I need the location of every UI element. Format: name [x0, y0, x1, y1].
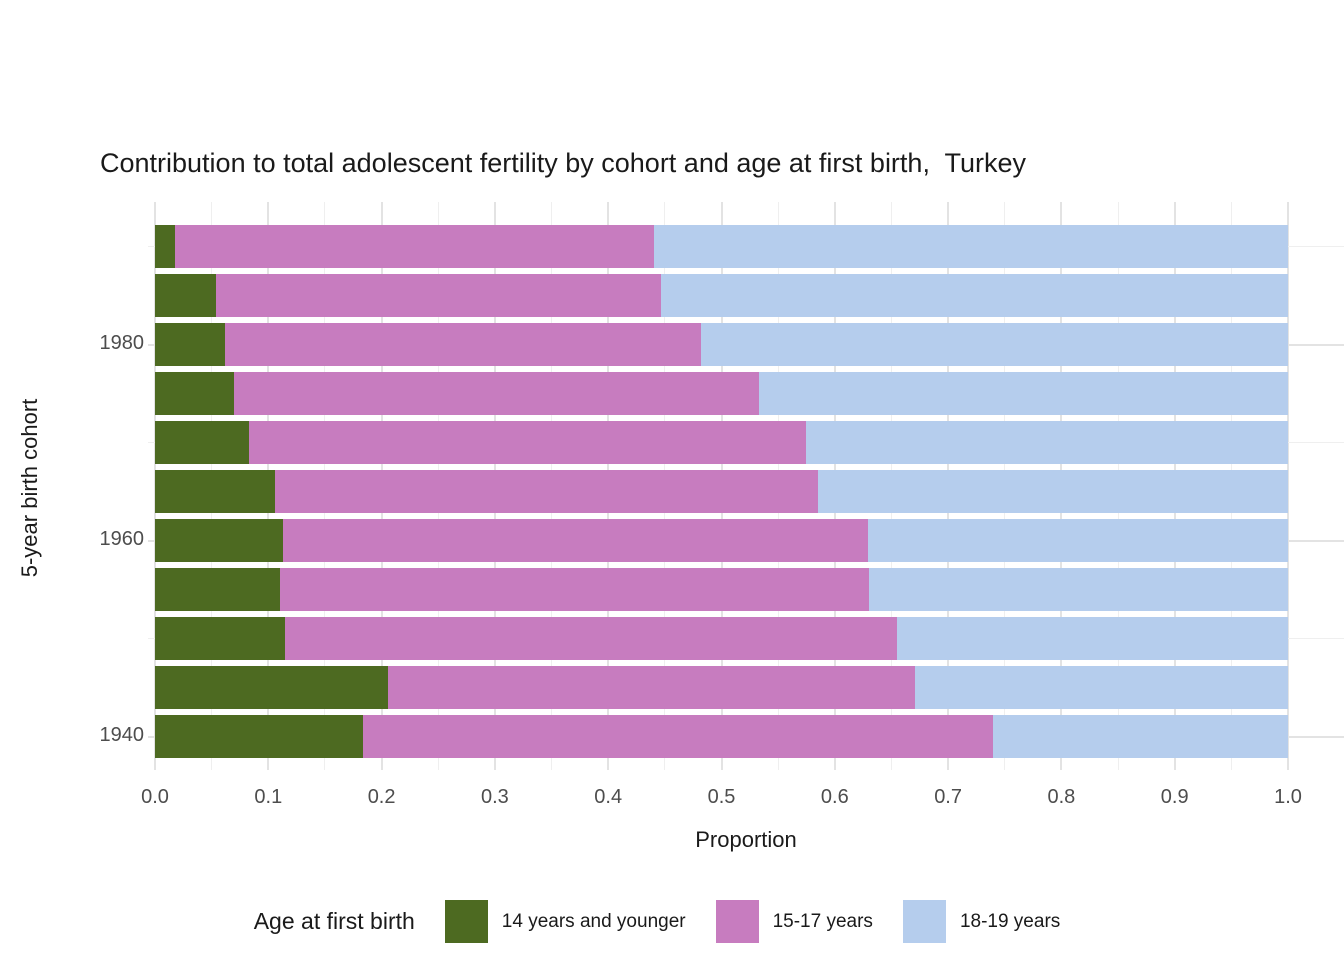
legend-swatch — [715, 900, 759, 943]
legend: Age at first birth 14 years and younger 1… — [0, 898, 1344, 945]
bar-row-1940 — [155, 715, 1288, 758]
x-tick-label: 0.3 — [480, 786, 509, 808]
x-tick-label: 0.1 — [254, 786, 283, 808]
bar-segment — [234, 372, 759, 415]
bar-segment — [817, 470, 1288, 513]
legend-item: 15-17 years — [715, 900, 881, 943]
x-tick-label: 1.0 — [1274, 786, 1302, 808]
bar-segment — [155, 421, 250, 464]
legend-item-label: 14 years and younger — [501, 910, 686, 932]
bar-segment — [155, 323, 226, 366]
legend-item: 14 years and younger — [444, 900, 694, 943]
legend-swatch — [902, 900, 946, 943]
bar-segment — [915, 666, 1288, 709]
bar-segment — [155, 617, 286, 660]
bar-row-1990 — [155, 225, 1288, 268]
x-tick-label: 0.7 — [934, 786, 962, 808]
x-tick-label: 0.6 — [820, 786, 849, 808]
bar-segment — [216, 274, 662, 317]
x-tick-label: 0.0 — [141, 786, 169, 808]
legend-swatch — [444, 900, 488, 943]
bar-segment — [275, 470, 818, 513]
y-tick-label: 1940 — [99, 723, 145, 746]
bar-segment — [388, 666, 916, 709]
bar-row-1950 — [155, 617, 1288, 660]
y-tick-label: 1960 — [99, 527, 145, 550]
x-tick-label: 0.4 — [594, 786, 623, 808]
legend-item: 18-19 years — [902, 900, 1068, 943]
chart-title: Contribution to total adolescent fertili… — [100, 148, 1026, 178]
bar-segment — [806, 421, 1288, 464]
bar-segment — [363, 715, 994, 758]
legend-item-label: 15-17 years — [772, 910, 873, 932]
bar-segment — [279, 568, 869, 611]
legend-title: Age at first birth — [253, 908, 415, 934]
bar-row-1960 — [155, 519, 1288, 562]
bar-segment — [285, 617, 898, 660]
bar-segment — [155, 225, 176, 268]
gridline-x-major — [1287, 202, 1289, 770]
bar-row-1975 — [155, 372, 1288, 415]
bar-segment — [993, 715, 1288, 758]
x-axis-title: Proportion — [695, 827, 797, 852]
y-axis-title: 5-year birth cohort — [17, 398, 42, 578]
bar-row-1965 — [155, 470, 1288, 513]
bar-segment — [155, 715, 364, 758]
x-tick-label: 0.5 — [707, 786, 736, 808]
bar-row-1980 — [155, 323, 1288, 366]
x-tick-label: 0.8 — [1047, 786, 1076, 808]
bar-row-1945 — [155, 666, 1288, 709]
plot-panel — [148, 202, 1344, 770]
bar-segment — [758, 372, 1288, 415]
bar-segment — [653, 225, 1288, 268]
bar-segment — [155, 470, 276, 513]
bar-segment — [155, 274, 217, 317]
bar-segment — [155, 568, 280, 611]
legend-items: 14 years and younger 15-17 years 18-19 yea… — [444, 900, 1090, 943]
bar-segment — [701, 323, 1288, 366]
bar-segment — [175, 225, 654, 268]
bar-segment — [225, 323, 702, 366]
bar-segment — [155, 519, 284, 562]
bar-segment — [283, 519, 868, 562]
y-tick-label: 1980 — [99, 331, 145, 354]
x-tick-label: 0.2 — [367, 786, 396, 808]
legend-item-label: 18-19 years — [959, 910, 1061, 932]
x-tick-label: 0.9 — [1160, 786, 1189, 808]
bar-segment — [661, 274, 1288, 317]
bar-row-1985 — [155, 274, 1288, 317]
bar-segment — [897, 617, 1288, 660]
bar-row-1955 — [155, 568, 1288, 611]
bar-segment — [155, 666, 389, 709]
bar-segment — [155, 372, 235, 415]
bar-segment — [868, 568, 1288, 611]
bar-row-1970 — [155, 421, 1288, 464]
bar-segment — [249, 421, 807, 464]
bar-segment — [867, 519, 1288, 562]
